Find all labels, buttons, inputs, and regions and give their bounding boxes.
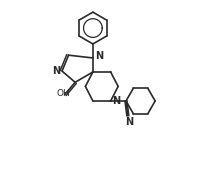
Text: N: N <box>112 96 121 106</box>
Text: N: N <box>125 117 133 127</box>
Text: N: N <box>52 66 60 76</box>
Text: N: N <box>95 51 103 61</box>
Text: OH: OH <box>56 89 70 98</box>
